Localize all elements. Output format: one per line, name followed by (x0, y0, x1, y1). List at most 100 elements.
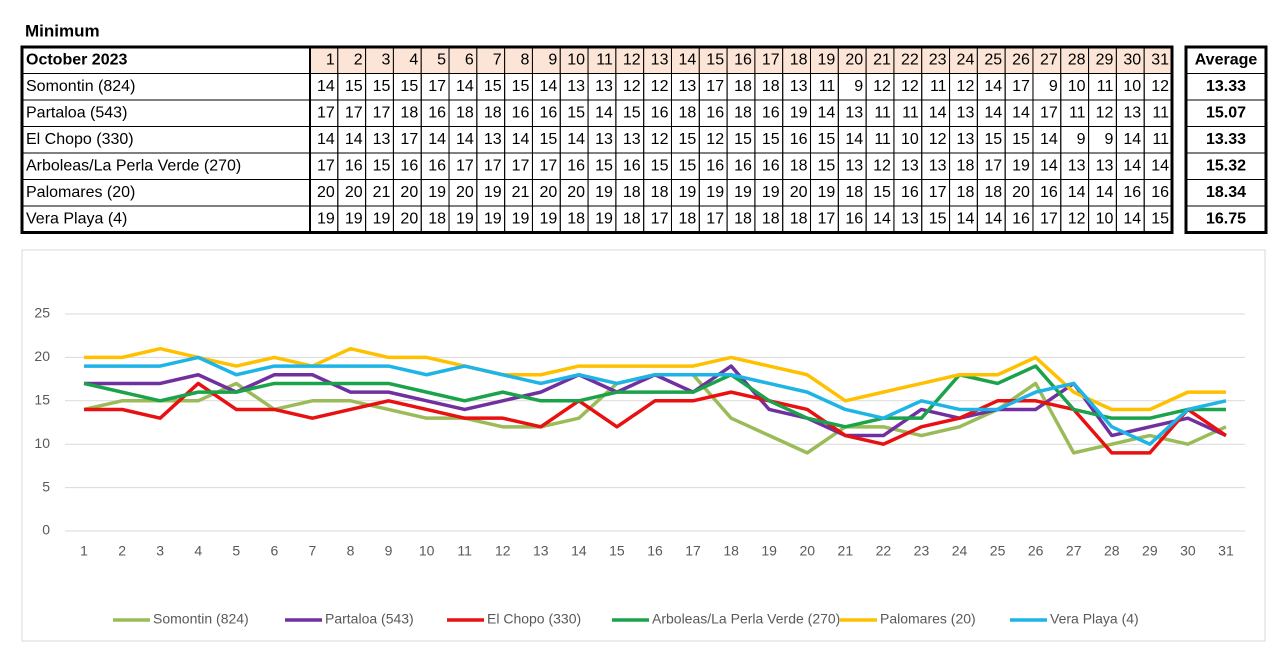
cell-value: 18 (678, 104, 696, 121)
cell-value: 15 (818, 157, 836, 174)
cell-value: 16 (651, 104, 669, 121)
cell-value: 13 (929, 157, 947, 174)
cell-value: 14 (317, 78, 335, 95)
row-label: Somontin (824) (26, 78, 135, 95)
cell-value: 13 (678, 78, 696, 95)
x-tick-label: 14 (571, 543, 587, 559)
cell-value: 18 (456, 104, 474, 121)
cell-value: 12 (957, 78, 975, 95)
day-header: 3 (382, 51, 391, 68)
cell-value: 17 (317, 157, 335, 174)
cell-value: 14 (428, 131, 446, 148)
cell-value: 19 (345, 210, 363, 227)
cell-value: 15 (678, 157, 696, 174)
cell-value: 18 (651, 184, 669, 201)
cell-value: 11 (874, 104, 891, 121)
cell-value: 9 (1104, 131, 1113, 148)
cell-value: 17 (984, 157, 1002, 174)
cell-value: 9 (1077, 131, 1086, 148)
cell-value: 19 (1012, 157, 1030, 174)
cell-value: 15 (373, 157, 391, 174)
cell-value: 15 (623, 104, 641, 121)
cell-value: 16 (1123, 184, 1141, 201)
day-header: 8 (521, 51, 530, 68)
cell-value: 16 (512, 104, 530, 121)
series-line (83, 364, 1226, 429)
cell-value: 13 (484, 131, 502, 148)
x-tick-label: 30 (1180, 543, 1196, 559)
x-tick-label: 31 (1218, 543, 1234, 559)
x-tick-label: 12 (495, 543, 511, 559)
average-value: 16.75 (1206, 210, 1246, 227)
day-header: 16 (734, 51, 752, 68)
x-tick-label: 17 (685, 543, 701, 559)
legend-label: Partaloa (543) (325, 611, 414, 627)
day-header-cell (810, 46, 839, 74)
cell-value: 13 (567, 78, 585, 95)
day-header: 29 (1096, 51, 1114, 68)
cell-value: 12 (706, 131, 724, 148)
cell-value: 12 (1096, 104, 1114, 121)
cell-value: 20 (400, 210, 418, 227)
cell-value: 15 (1012, 131, 1030, 148)
x-tick-label: 9 (385, 543, 393, 559)
cell-value: 18 (400, 104, 418, 121)
x-tick-label: 24 (952, 543, 968, 559)
cell-value: 14 (317, 131, 335, 148)
day-header: 10 (567, 51, 585, 68)
row-label: El Chopo (330) (26, 131, 134, 148)
cell-value: 14 (957, 210, 975, 227)
x-tick-label: 23 (914, 543, 930, 559)
series-line (84, 346, 1226, 412)
day-header: 9 (548, 51, 557, 68)
cell-value: 19 (595, 184, 613, 201)
day-header: 21 (873, 51, 891, 68)
day-header-cell (726, 46, 756, 74)
day-header: 1 (326, 51, 335, 68)
cell-value: 21 (373, 184, 391, 201)
cell-value: 14 (1040, 131, 1058, 148)
cell-value: 14 (984, 210, 1002, 227)
legend-label: Palomares (20) (880, 611, 976, 627)
cell-value: 17 (818, 210, 836, 227)
cell-value: 12 (873, 78, 891, 95)
cell-value: 11 (1069, 104, 1086, 121)
cell-value: 19 (373, 210, 391, 227)
cell-value: 12 (651, 131, 669, 148)
cell-value: 14 (1151, 157, 1169, 174)
x-tick-label: 2 (118, 543, 126, 559)
cell-value: 19 (484, 210, 502, 227)
cell-value: 17 (456, 157, 474, 174)
x-tick-label: 4 (194, 543, 202, 559)
cell-value: 14 (984, 78, 1002, 95)
cell-value: 14 (1040, 157, 1058, 174)
cell-value: 13 (595, 78, 613, 95)
x-tick-label: 3 (156, 543, 164, 559)
cell-value: 13 (790, 78, 808, 95)
row-label: Vera Playa (4) (26, 210, 127, 227)
cell-value: 17 (373, 104, 391, 121)
cell-value: 19 (484, 184, 502, 201)
cell-value: 19 (428, 184, 446, 201)
cell-value: 13 (1123, 104, 1141, 121)
cell-value: 13 (595, 131, 613, 148)
cell-value: 13 (845, 157, 863, 174)
x-tick-label: 20 (799, 543, 815, 559)
cell-value: 18 (845, 184, 863, 201)
cell-value: 16 (901, 184, 919, 201)
cell-value: 13 (957, 104, 975, 121)
cell-value: 15 (512, 78, 530, 95)
cell-value: 14 (595, 104, 613, 121)
cell-value: 14 (345, 131, 363, 148)
cell-value: 20 (1012, 184, 1030, 201)
x-tick-label: 28 (1104, 543, 1120, 559)
cell-value: 16 (734, 157, 752, 174)
day-header-cell (837, 46, 867, 74)
day-header: 26 (1012, 51, 1030, 68)
day-header: 6 (465, 51, 474, 68)
day-header: 17 (762, 51, 780, 68)
cell-value: 10 (1096, 210, 1114, 227)
cell-value: 17 (706, 78, 724, 95)
cell-value: 12 (623, 78, 641, 95)
day-header: 2 (354, 51, 363, 68)
